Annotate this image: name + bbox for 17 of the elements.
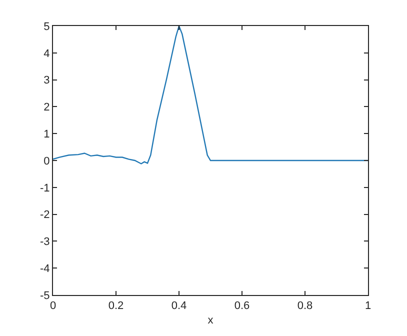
y-tick-label: -1 bbox=[40, 182, 50, 194]
y-tick-label: -2 bbox=[40, 209, 50, 222]
x-axis-title: x bbox=[208, 314, 214, 326]
x-tick-label: 0.6 bbox=[234, 300, 250, 312]
y-tick-label: 5 bbox=[44, 20, 50, 33]
y-tick-label: 0 bbox=[44, 155, 50, 168]
y-tick-label: 2 bbox=[44, 102, 50, 114]
y-tick-label: -3 bbox=[40, 236, 50, 248]
y-tick-label: 1 bbox=[44, 128, 50, 140]
x-tick-label: 1 bbox=[364, 300, 372, 312]
y-tick-label: 3 bbox=[44, 74, 50, 87]
y-tick-label: -4 bbox=[40, 262, 50, 275]
x-tick-label: 0.8 bbox=[297, 300, 313, 312]
y-tick-label: -5 bbox=[40, 290, 50, 302]
x-tick-label: 0.2 bbox=[108, 300, 124, 312]
x-tick-label: 0.4 bbox=[171, 300, 187, 312]
y-tick-label: 4 bbox=[44, 48, 50, 60]
